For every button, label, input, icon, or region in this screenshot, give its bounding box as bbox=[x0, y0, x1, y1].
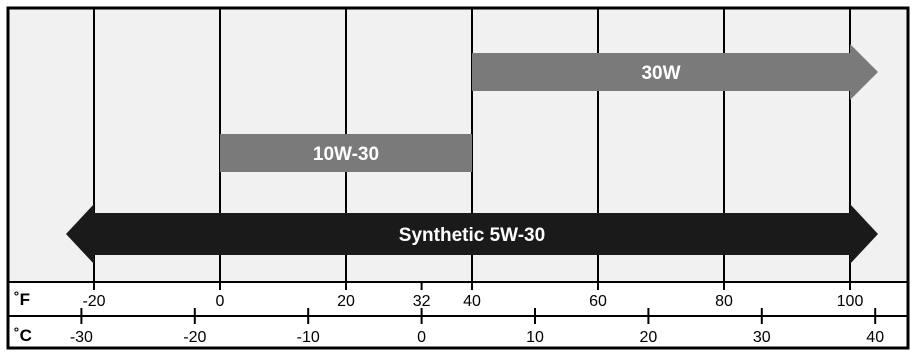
tick-label-f-100: 100 bbox=[837, 293, 864, 310]
bar-synthetic-5w-30 bbox=[66, 204, 878, 264]
scale-c-band bbox=[8, 316, 908, 348]
tick-label-f-80: 80 bbox=[715, 293, 733, 310]
tick-label-c--10: -10 bbox=[297, 329, 320, 346]
viscosity-bars: 30W 10W-30 Synthetic 5W-30 bbox=[66, 44, 878, 264]
tick-label-f-60: 60 bbox=[589, 293, 607, 310]
tick-label-f--20: -20 bbox=[82, 293, 105, 310]
bar-10w-30 bbox=[220, 134, 472, 172]
tick-label-f-32: 32 bbox=[413, 293, 431, 310]
tick-label-c-0: 0 bbox=[417, 329, 426, 346]
bar-label-30w: 30W bbox=[641, 63, 680, 84]
tick-label-f-0: 0 bbox=[216, 293, 225, 310]
tick-label-c--20: -20 bbox=[183, 329, 206, 346]
fahrenheit-unit-label: ˚F bbox=[14, 290, 30, 309]
bar-30w bbox=[472, 44, 878, 100]
tick-label-c-20: 20 bbox=[640, 329, 658, 346]
celsius-unit-label: ˚C bbox=[14, 326, 32, 345]
tick-label-c-30: 30 bbox=[753, 329, 771, 346]
celsius-scale: -30 -20 -10 0 10 20 30 40 bbox=[70, 308, 884, 346]
tick-label-c-10: 10 bbox=[526, 329, 544, 346]
tick-label-c--30: -30 bbox=[70, 329, 93, 346]
bar-label-10w-30: 10W-30 bbox=[313, 144, 379, 165]
tick-label-f-20: 20 bbox=[337, 293, 355, 310]
scale-f-band bbox=[8, 282, 908, 316]
fahrenheit-scale: -20 0 20 32 40 60 80 100 bbox=[82, 282, 863, 310]
chart-border bbox=[6, 6, 910, 350]
tick-label-c-40: 40 bbox=[866, 329, 884, 346]
bar-label-synthetic-5w-30: Synthetic 5W-30 bbox=[399, 225, 545, 246]
tick-label-f-40: 40 bbox=[463, 293, 481, 310]
